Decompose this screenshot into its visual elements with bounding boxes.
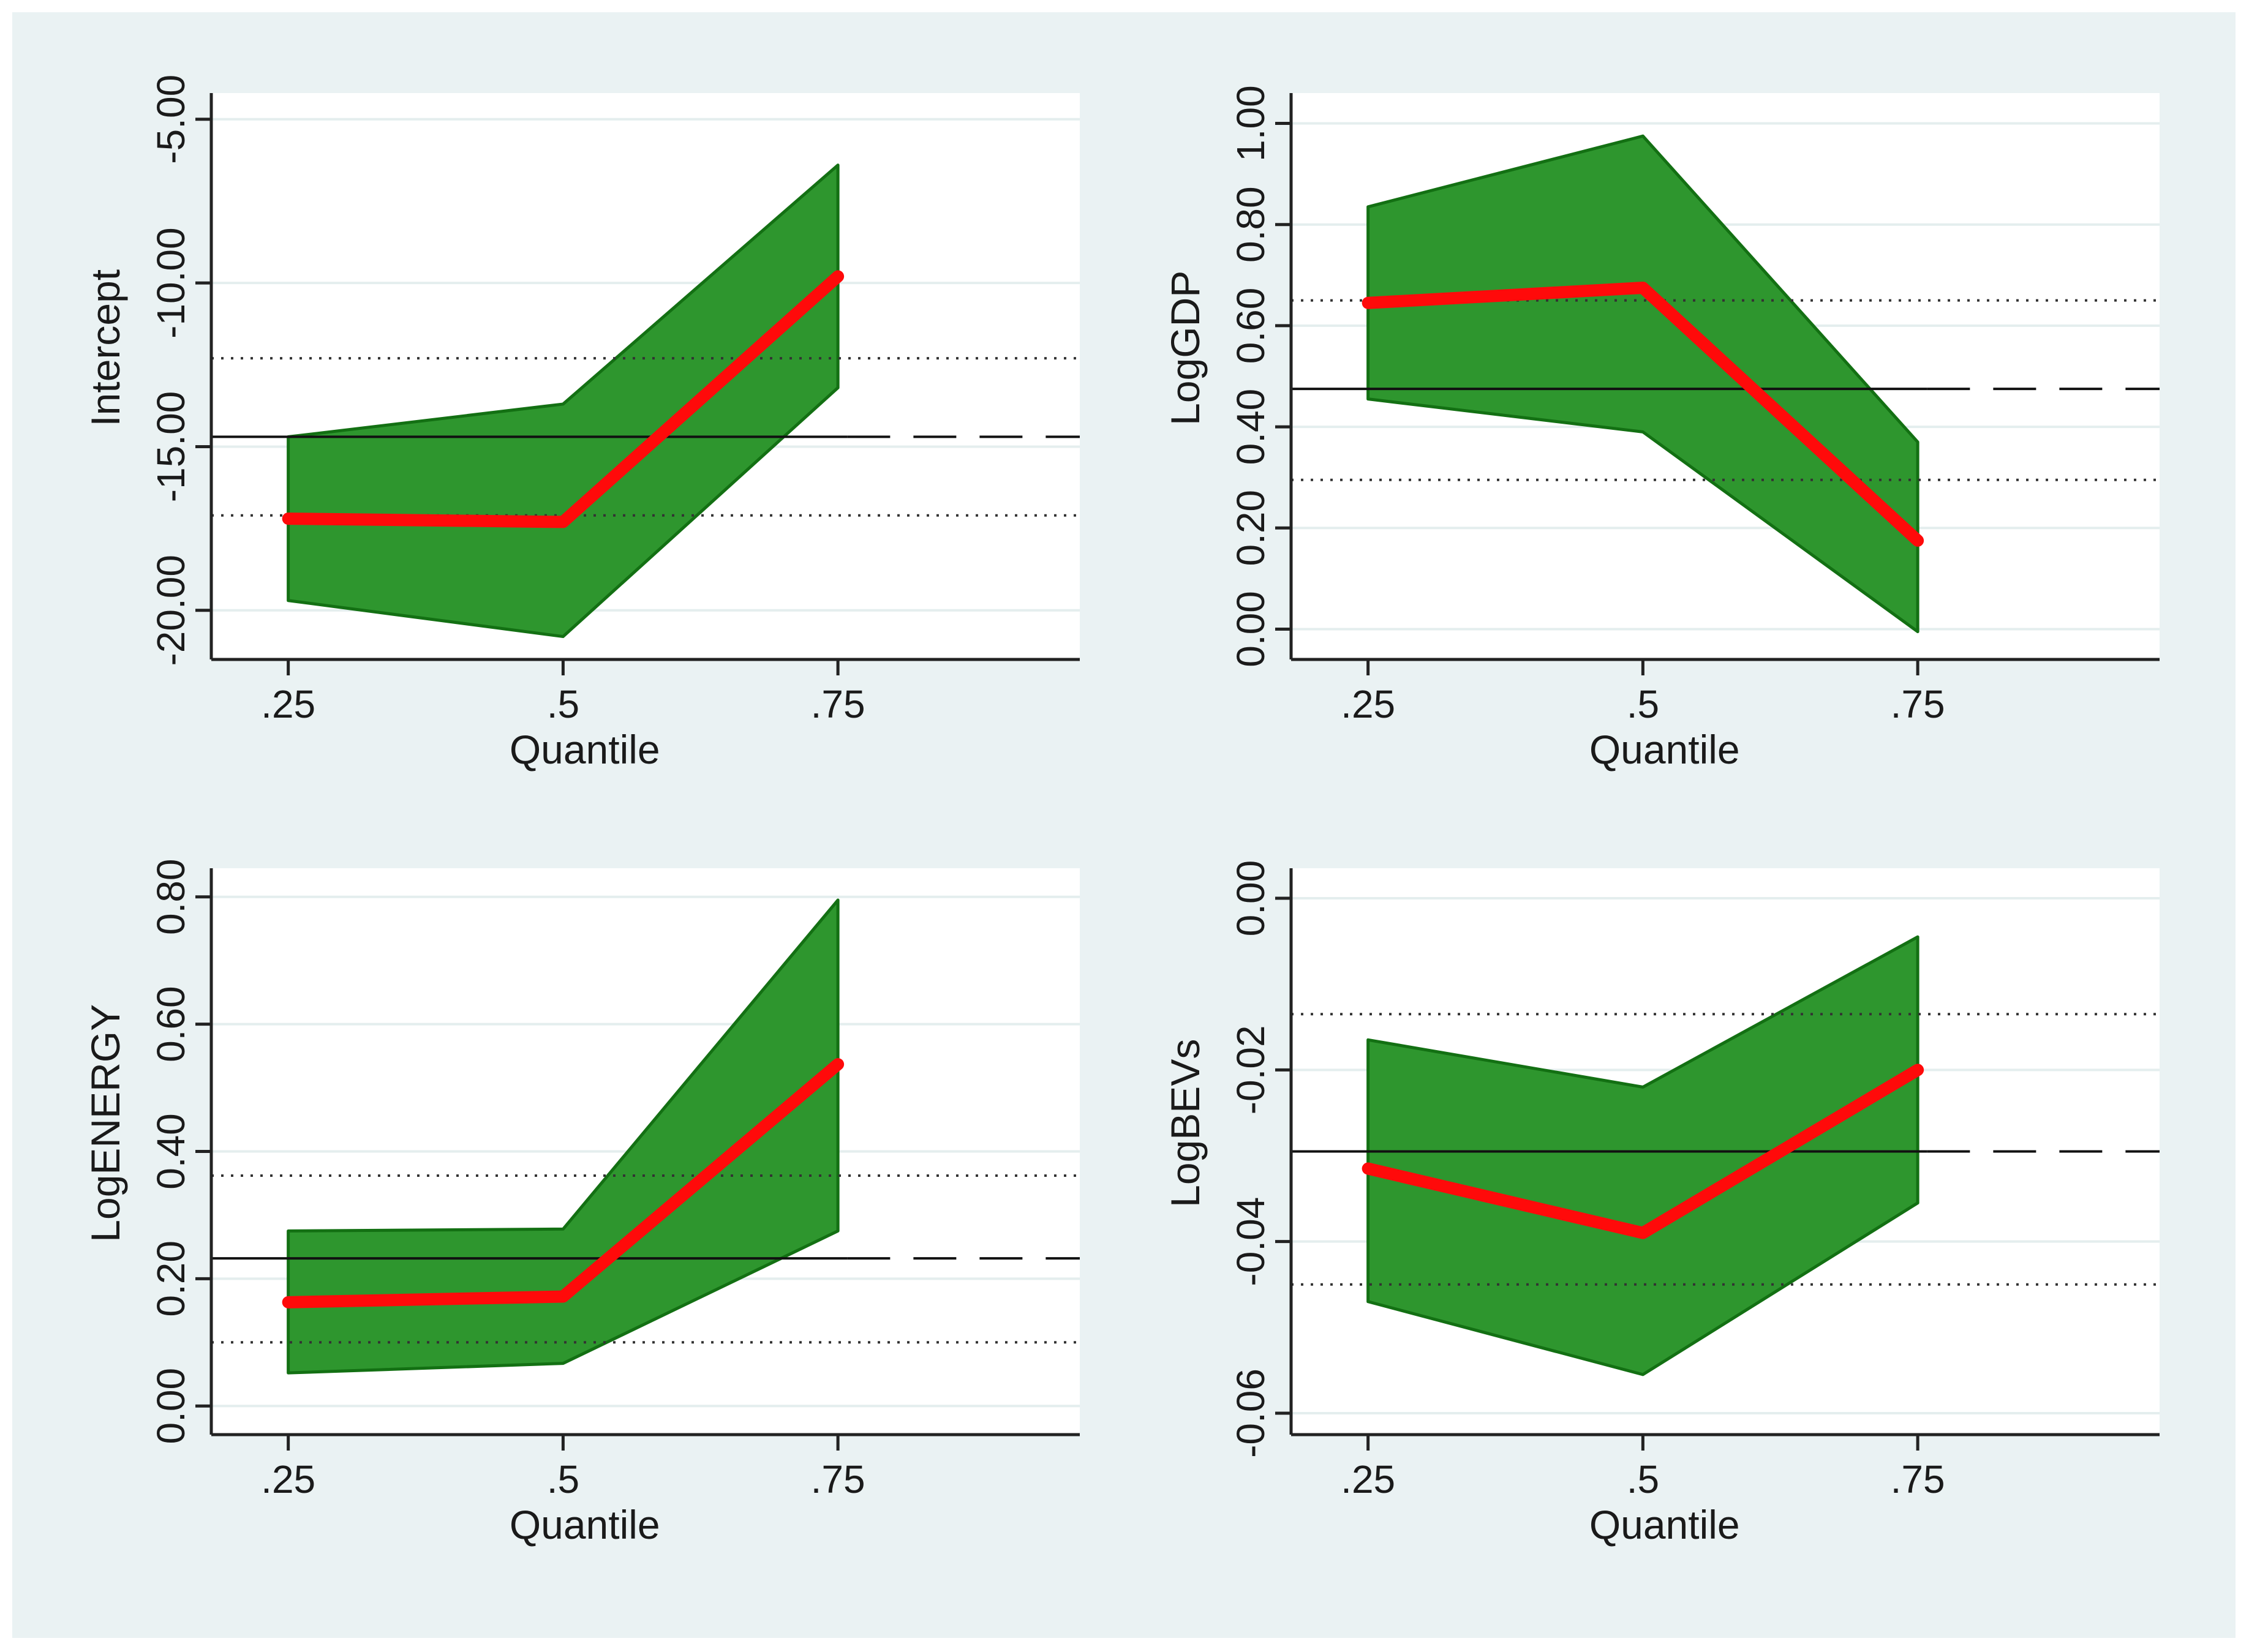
y-axis-title: LogBEVs <box>1162 1039 1208 1207</box>
y-axis-title: LogGDP <box>1162 271 1208 426</box>
x-axis-title: Quantile <box>1589 727 1740 772</box>
quantile-estimate-point <box>562 1296 564 1297</box>
y-tick-label: 0.60 <box>149 986 193 1062</box>
x-tick-label: .5 <box>1627 1457 1659 1501</box>
confidence-band <box>287 898 840 1375</box>
y-tick-label: 0.40 <box>1229 389 1273 465</box>
y-tick-label: 0.00 <box>1229 591 1273 667</box>
quantile-estimate-point <box>1367 302 1369 304</box>
x-tick-label: .25 <box>261 682 315 726</box>
x-tick-label: .75 <box>1891 682 1945 726</box>
y-tick-label: 0.80 <box>149 858 193 935</box>
x-tick-label: .75 <box>811 1457 865 1501</box>
x-tick-label: .25 <box>1341 682 1395 726</box>
x-tick-label: .5 <box>547 1457 579 1501</box>
x-tick-label: .75 <box>1891 1457 1945 1501</box>
panel-intercept: -5.00 -10.00 -15.00 -20.00 .25 .5 .75 Quantile I… <box>83 75 1080 772</box>
panel-loggdp: 1.00 0.80 0.60 0.40 0.20 0.00 .25 .5 .75 Quantile… <box>1162 85 2160 772</box>
y-tick-label: 1.00 <box>1229 85 1273 162</box>
y-tick-label: 0.20 <box>149 1241 193 1317</box>
quantile-estimate-point <box>562 521 564 523</box>
quantile-estimate-point <box>287 1301 289 1303</box>
quantile-estimate-point <box>1642 1232 1644 1234</box>
quantile-estimate-point <box>1642 287 1644 288</box>
y-tick-label: 0.00 <box>149 1368 193 1444</box>
confidence-band <box>1366 134 1919 634</box>
y-tick-label: 0.40 <box>149 1113 193 1190</box>
y-tick-label: -10.00 <box>149 227 193 338</box>
quantile-estimate-point <box>1917 1069 1919 1071</box>
panels: -5.00 -10.00 -15.00 -20.00 .25 .5 .75 Quantile I… <box>83 75 2160 1547</box>
y-tick-label: 0.00 <box>1229 860 1273 937</box>
quantile-estimate-point <box>837 276 839 277</box>
x-axis-title: Quantile <box>510 727 660 772</box>
x-tick-label: .5 <box>1627 682 1659 726</box>
panel-logbevs: 0.00 -0.02 -0.04 -0.06 .25 .5 .75 Quantile LogBE… <box>1162 860 2160 1547</box>
y-tick-label: -20.00 <box>149 555 193 666</box>
y-tick-label: -0.06 <box>1229 1369 1273 1458</box>
x-tick-label: .25 <box>261 1457 315 1501</box>
x-tick-label: .5 <box>547 682 579 726</box>
y-axis-title: Intercept <box>83 269 128 427</box>
y-tick-label: 0.60 <box>1229 288 1273 364</box>
y-axis-title: LogENERGY <box>83 1004 128 1242</box>
confidence-band <box>1366 935 1919 1376</box>
x-tick-label: .75 <box>811 682 865 726</box>
quantile-estimate-point <box>287 518 289 520</box>
panel-logenergy: 0.80 0.60 0.40 0.20 0.00 .25 .5 .75 Quantile LogE… <box>83 858 1080 1547</box>
y-tick-label: -0.02 <box>1229 1025 1273 1114</box>
x-tick-label: .25 <box>1341 1457 1395 1501</box>
quantile-estimate-point <box>837 1064 839 1065</box>
quantile-estimate-point <box>1917 539 1919 541</box>
y-tick-label: 0.80 <box>1229 186 1273 263</box>
y-tick-label: -15.00 <box>149 391 193 502</box>
y-tick-label: 0.20 <box>1229 490 1273 566</box>
x-axis-title: Quantile <box>510 1502 660 1547</box>
quantile-estimate-point <box>1367 1168 1369 1170</box>
x-axis-title: Quantile <box>1589 1502 1740 1547</box>
y-tick-label: -0.04 <box>1229 1197 1273 1286</box>
y-tick-label: -5.00 <box>149 75 193 164</box>
